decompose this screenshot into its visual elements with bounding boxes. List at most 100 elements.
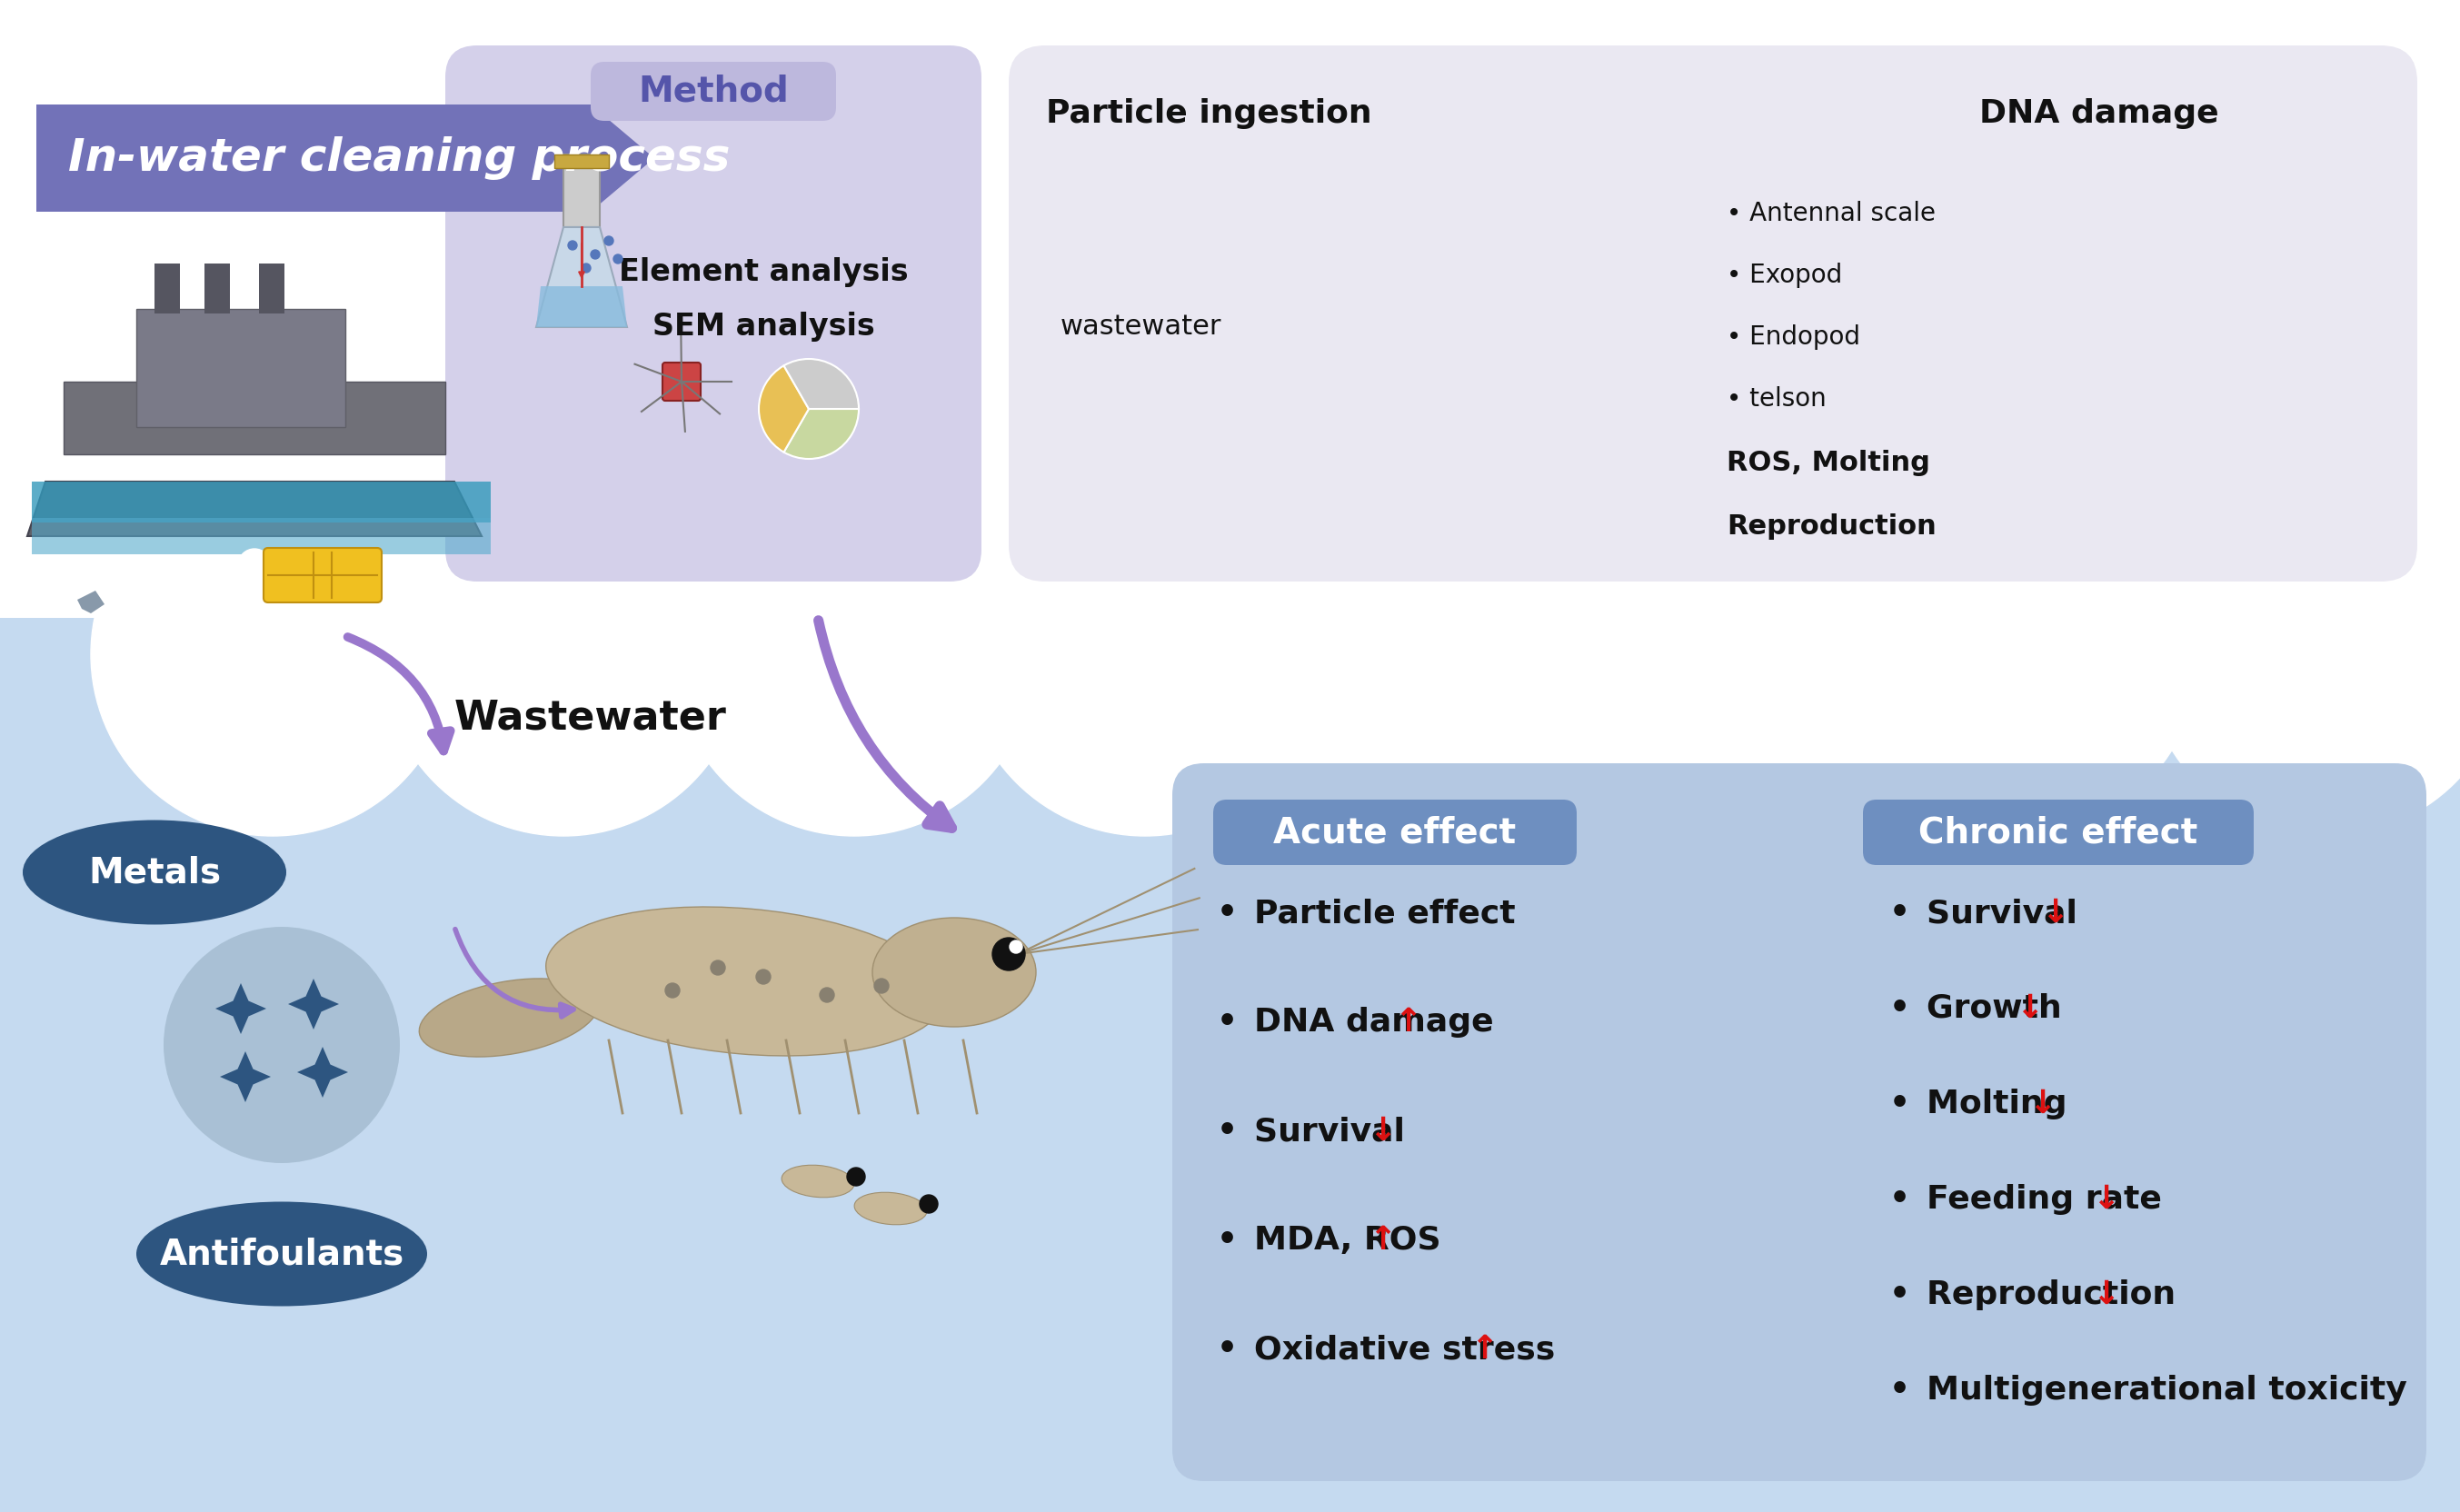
Wedge shape [758,366,809,452]
Bar [32,482,490,523]
Text: Feeding rate: Feeding rate [1926,1184,2172,1214]
Bar [32,519,490,555]
Circle shape [1545,472,1909,836]
Polygon shape [536,286,627,327]
Circle shape [613,254,622,263]
Bar [155,263,180,313]
Text: • telson: • telson [1727,386,1825,411]
Text: Growth: Growth [1926,993,2074,1024]
Circle shape [2145,472,2460,836]
Polygon shape [288,978,339,1030]
Ellipse shape [873,918,1036,1027]
Text: Reproduction: Reproduction [1926,1279,2187,1311]
Text: ↓: ↓ [1368,1116,1397,1146]
Circle shape [873,978,888,993]
FancyBboxPatch shape [590,62,836,121]
Polygon shape [554,154,610,168]
Text: Wastewater: Wastewater [455,699,726,738]
Circle shape [664,983,679,998]
Bar [135,308,344,426]
Circle shape [964,472,1326,836]
Circle shape [991,937,1026,971]
Text: DNA damage: DNA damage [1255,1007,1506,1037]
Circle shape [1835,472,2199,836]
Polygon shape [219,1051,271,1102]
Circle shape [711,960,726,975]
Text: Multigenerational toxicity: Multigenerational toxicity [1926,1374,2406,1406]
Bar [0,618,2460,1512]
Wedge shape [785,408,859,458]
Text: Acute effect: Acute effect [1274,815,1515,850]
Polygon shape [37,104,654,212]
Text: Particle effect: Particle effect [1255,898,1515,928]
Text: ↑: ↑ [1368,1225,1397,1256]
Text: Element analysis: Element analysis [617,257,908,287]
Text: •: • [1215,1116,1237,1146]
Bar [258,263,285,313]
Polygon shape [298,1046,347,1098]
Text: •: • [1889,898,1909,928]
Circle shape [920,1194,937,1213]
Text: • Exopod: • Exopod [1727,263,1843,289]
FancyBboxPatch shape [1213,800,1577,865]
FancyBboxPatch shape [1173,764,2426,1482]
Text: ↓: ↓ [2042,898,2069,928]
Ellipse shape [418,978,598,1057]
Polygon shape [27,482,482,537]
Circle shape [91,472,455,836]
Circle shape [590,249,600,259]
Text: •: • [1215,1334,1237,1365]
FancyBboxPatch shape [263,547,381,602]
Text: DNA damage: DNA damage [1980,98,2219,129]
FancyBboxPatch shape [1862,800,2253,865]
Circle shape [1009,940,1023,953]
Text: ↓: ↓ [2030,1089,2057,1119]
Ellipse shape [22,820,285,924]
Text: SEM analysis: SEM analysis [652,311,876,342]
Wedge shape [785,358,859,408]
Text: •: • [1889,1184,1909,1214]
Text: ↑: ↑ [1471,1334,1498,1365]
Polygon shape [76,591,103,614]
Text: ↓: ↓ [2015,993,2044,1024]
Bar [64,381,445,454]
Text: Method: Method [637,74,790,109]
Text: In-water cleaning process: In-water cleaning process [69,136,731,180]
Polygon shape [216,983,266,1034]
Text: Oxidative stress: Oxidative stress [1255,1334,1567,1365]
Text: •: • [1215,1007,1237,1037]
Circle shape [672,472,1036,836]
Text: Survival: Survival [1255,1116,1417,1146]
Text: Chronic effect: Chronic effect [1919,815,2197,850]
Polygon shape [155,573,182,596]
Bar [204,263,229,313]
Text: ↓: ↓ [2091,1279,2121,1311]
FancyBboxPatch shape [662,363,701,401]
Ellipse shape [854,1193,927,1225]
Text: • Endopod: • Endopod [1727,325,1860,349]
Circle shape [819,987,834,1002]
Text: ↓: ↓ [2091,1184,2121,1214]
Text: MDA, ROS: MDA, ROS [1255,1225,1451,1256]
Ellipse shape [782,1166,854,1198]
Polygon shape [536,227,627,327]
Text: Antifoulants: Antifoulants [160,1237,403,1272]
Text: •: • [1889,1279,1909,1311]
Text: Reproduction: Reproduction [1727,514,1936,540]
Polygon shape [155,559,182,579]
Text: ↑: ↑ [1395,1007,1422,1037]
Ellipse shape [546,907,945,1055]
Polygon shape [563,154,600,227]
Circle shape [581,263,590,272]
Circle shape [239,549,271,582]
FancyBboxPatch shape [1009,45,2418,582]
Text: • Antennal scale: • Antennal scale [1727,201,1936,227]
Text: •: • [1889,1374,1909,1406]
Text: Particle ingestion: Particle ingestion [1045,98,1373,129]
Text: Metals: Metals [89,856,221,889]
Circle shape [1255,472,1619,836]
Text: Survival: Survival [1926,898,2089,928]
Circle shape [755,969,770,984]
Text: •: • [1889,993,1909,1024]
Circle shape [162,927,401,1163]
